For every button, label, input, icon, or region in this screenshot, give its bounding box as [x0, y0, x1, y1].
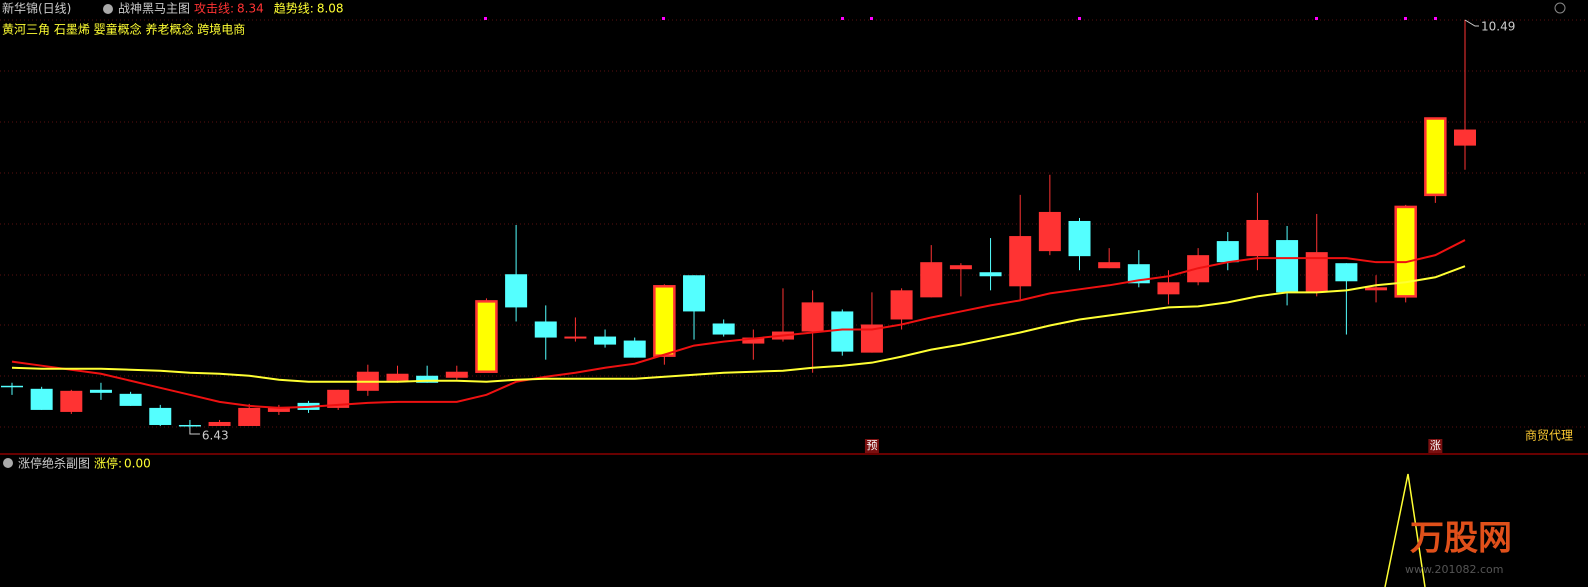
candle-body: [860, 324, 883, 353]
indicator-value: 8.08: [317, 2, 344, 16]
marker: 预: [866, 439, 877, 452]
candle-body: [949, 265, 972, 270]
indicator-label: 趋势线:: [274, 2, 314, 16]
indicator-icon[interactable]: [103, 4, 113, 14]
sub-indicator-icon[interactable]: [3, 458, 13, 468]
candle-body: [623, 340, 646, 358]
watermark-url: www.201082.com: [1405, 563, 1503, 576]
candle-body: [1, 385, 23, 388]
marker-box: [864, 439, 879, 453]
signal-dot: [662, 17, 665, 20]
signal-dot: [484, 17, 487, 20]
candle-body: [683, 275, 706, 312]
candle-body: [1127, 264, 1150, 284]
candle-body: [1454, 129, 1476, 146]
candle-body: [119, 393, 142, 406]
indicator-value: 8.34: [237, 2, 264, 16]
candle-body: [238, 407, 261, 426]
signal-dot: [841, 17, 844, 20]
candle-body: [1394, 205, 1417, 298]
candle-body: [267, 406, 290, 412]
candle-body: [30, 388, 53, 410]
candle-body: [742, 337, 765, 344]
candle-body: [890, 290, 913, 320]
marker: 涨: [1430, 439, 1441, 452]
sub-label: 涨停:: [94, 456, 122, 471]
high-pointer: [1464, 19, 1479, 27]
candle-body: [653, 285, 676, 357]
candle-body: [149, 407, 172, 425]
candle-body: [1365, 287, 1388, 291]
marker-box: [1428, 439, 1443, 453]
candle-body: [801, 302, 824, 332]
ma-line: [11, 239, 1466, 409]
candle-body: [594, 336, 617, 345]
ma-line: [11, 265, 1466, 383]
candle-body: [475, 300, 498, 373]
signal-dots: [484, 17, 1437, 20]
sub-value: 0.00: [124, 457, 151, 471]
candle-body: [979, 272, 1002, 277]
high-label: 10.49: [1481, 20, 1515, 34]
candle-body: [920, 262, 943, 298]
candle-body: [1009, 236, 1032, 287]
main-indicator: 战神黑马主图: [118, 2, 190, 16]
candle-body: [1157, 282, 1180, 295]
grid: [0, 19, 1588, 428]
candle-body: [1246, 219, 1269, 257]
candle-body: [386, 373, 409, 381]
stock-title: 新华锦(日线): [2, 1, 71, 16]
candle-body: [178, 424, 201, 427]
candle-body: [831, 311, 854, 352]
candle-body: [564, 336, 587, 339]
low-label: 6.43: [202, 429, 229, 443]
sub-indicator: 涨停绝杀副图: [18, 456, 90, 471]
signal-dot: [870, 17, 873, 20]
concepts: 黄河三角 石墨烯 婴童概念 养老概念 跨境电商: [2, 22, 245, 37]
candle-body: [60, 390, 83, 412]
industry: 商贸代理: [1525, 428, 1573, 443]
candle-body: [712, 323, 735, 335]
candle-body: [505, 274, 528, 308]
candle-body: [89, 389, 112, 393]
candle-body: [327, 389, 350, 408]
candle-body: [445, 371, 468, 378]
candle-body: [416, 375, 439, 383]
candle-body: [1216, 241, 1239, 263]
candle-body: [1068, 220, 1091, 257]
signal-dot: [1404, 17, 1407, 20]
candle-body: [1098, 262, 1121, 269]
scroll-icon[interactable]: [1554, 2, 1566, 14]
candle-body: [1305, 252, 1328, 293]
candle-body: [1335, 263, 1358, 282]
candle-body: [534, 321, 557, 338]
indicator-label: 攻击线:: [194, 2, 234, 16]
candle-body: [1424, 117, 1447, 197]
watermark: 万股网: [1410, 519, 1512, 559]
sub-line: [1384, 473, 1426, 587]
candle-body: [208, 421, 231, 426]
candle-body: [1276, 240, 1299, 293]
signal-dot: [1078, 17, 1081, 20]
candle-body: [1038, 211, 1061, 252]
signal-dot: [1434, 17, 1437, 20]
low-pointer: [189, 428, 200, 435]
signal-dot: [1315, 17, 1318, 20]
